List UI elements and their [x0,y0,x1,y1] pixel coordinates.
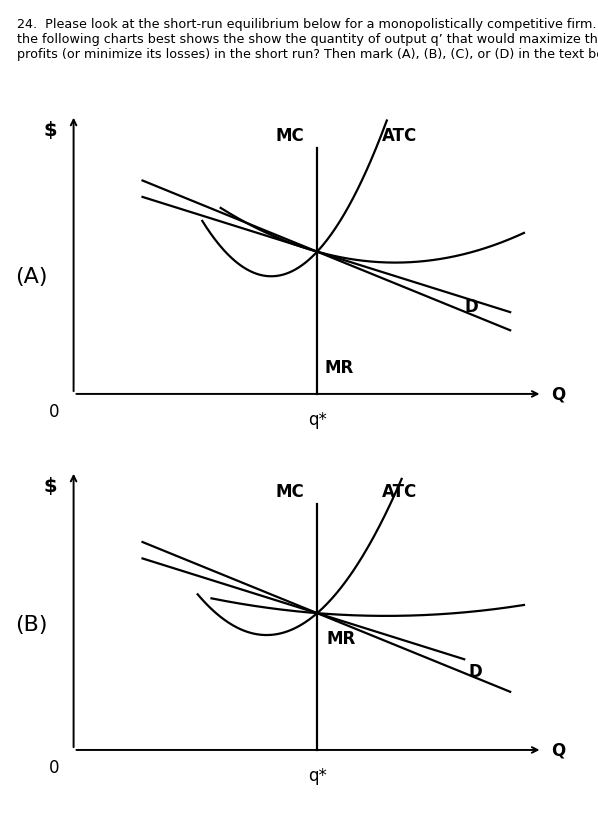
Text: 0: 0 [49,403,60,421]
Text: MR: MR [324,359,353,376]
Text: MC: MC [275,482,304,500]
Text: $: $ [44,477,57,495]
Text: 0: 0 [49,758,60,777]
Text: Q: Q [551,385,566,404]
Text: the following charts best shows the show the quantity of output q’ that would ma: the following charts best shows the show… [17,33,598,46]
Text: (A): (A) [15,267,47,287]
Text: profits (or minimize its losses) in the short run? Then mark (A), (B), (C), or (: profits (or minimize its losses) in the … [17,48,598,61]
Text: ATC: ATC [382,482,417,500]
Text: D: D [469,662,483,680]
Text: q*: q* [308,767,327,785]
Text: Q: Q [551,741,566,759]
Text: (B): (B) [15,614,47,634]
Text: MR: MR [327,629,356,648]
Text: 24.  Please look at the short-run equilibrium below for a monopolistically compe: 24. Please look at the short-run equilib… [17,18,598,31]
Text: D: D [464,298,478,316]
Text: ATC: ATC [382,127,417,145]
Text: MC: MC [275,127,304,145]
Text: q*: q* [308,411,327,429]
Text: $: $ [44,122,57,140]
